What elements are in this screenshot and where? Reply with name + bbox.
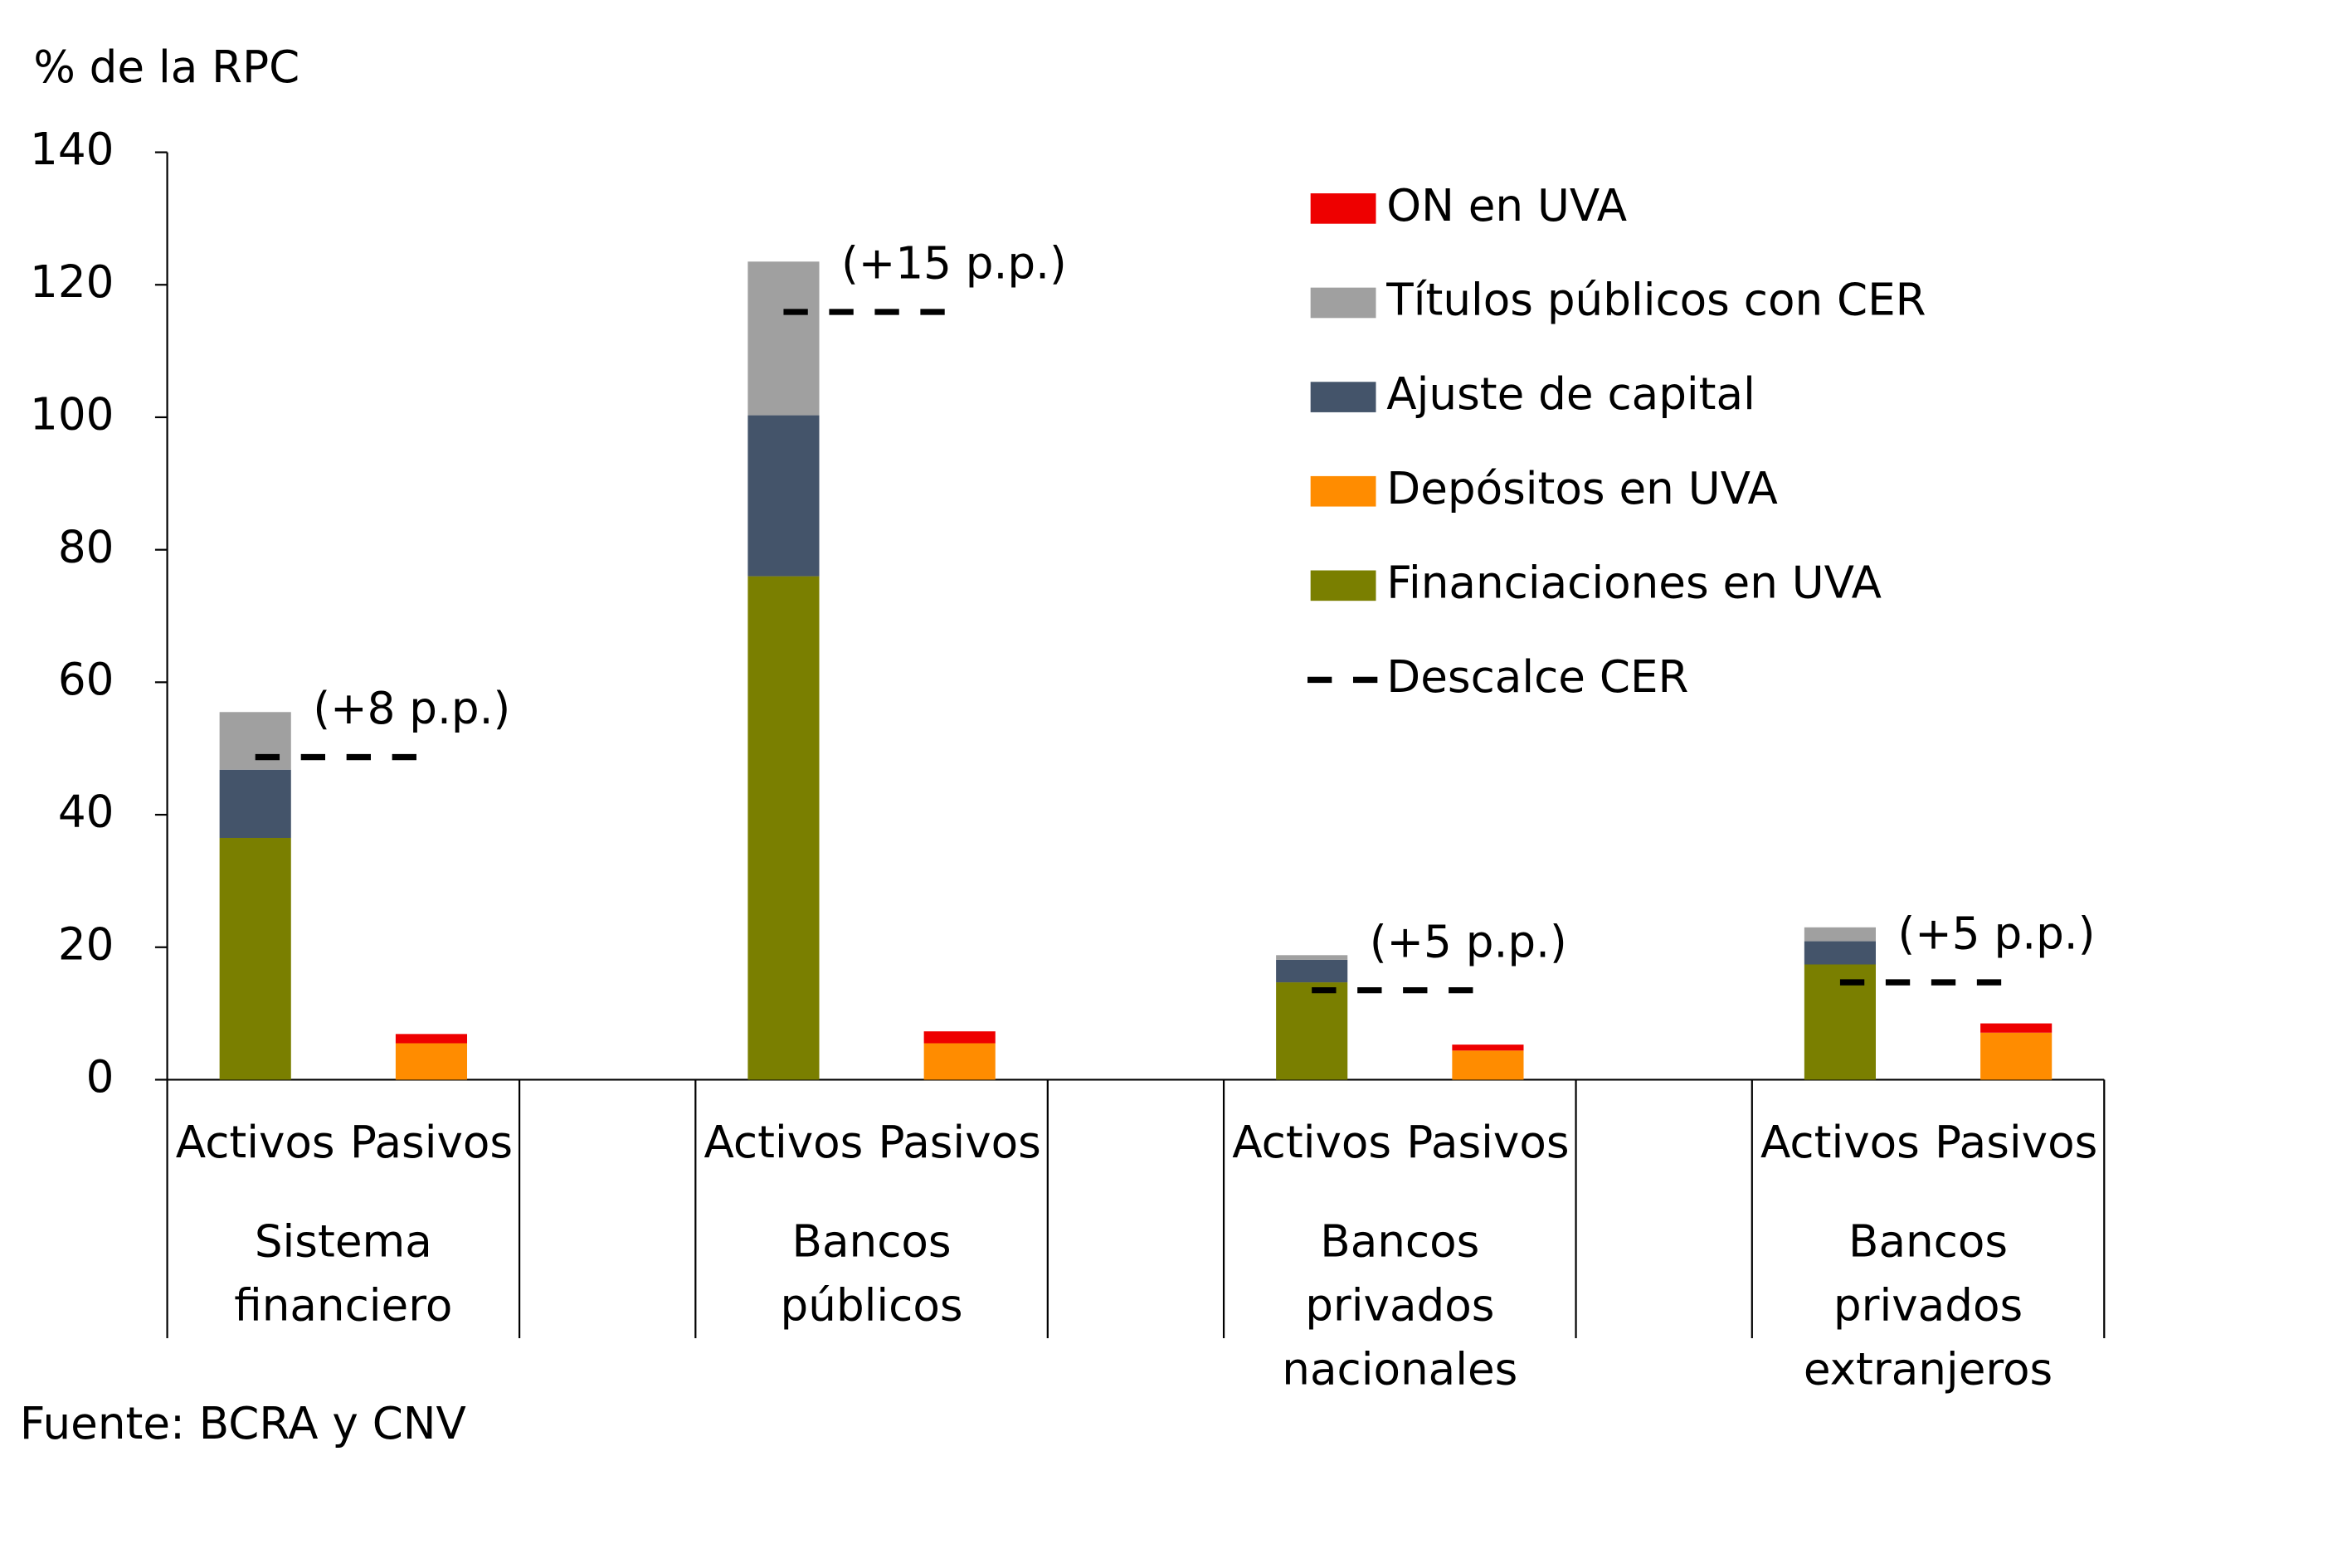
legend-swatch: [1310, 475, 1376, 507]
bar-segment: [1452, 1045, 1524, 1051]
x-tick-label: Pasivos: [1406, 1117, 1569, 1168]
legend-swatch: [1310, 382, 1376, 412]
x-tick-label: Pasivos: [350, 1117, 513, 1168]
y-tick-label: 120: [30, 256, 114, 308]
bar-segment: [1804, 941, 1876, 965]
bar-segment: [1276, 955, 1348, 960]
y-tick-label: 40: [58, 786, 114, 838]
y-tick-label: 60: [58, 654, 114, 705]
legend-label: Títulos públicos con CER: [1385, 275, 1926, 326]
x-tick-label: Pasivos: [1935, 1117, 2097, 1168]
bar-segment: [747, 576, 820, 1080]
bar-segment: [395, 1034, 468, 1044]
legend-label: Ajuste de capital: [1386, 368, 1755, 420]
bar-segment: [1980, 1023, 2053, 1033]
bar-segment: [1276, 982, 1348, 1080]
x-tick-label: Activos: [1232, 1117, 1391, 1168]
bar-segment: [219, 837, 291, 1080]
annotation: (+5 p.p.): [1898, 908, 2096, 960]
x-tick-label: Pasivos: [879, 1117, 1041, 1168]
y-tick-label: 80: [58, 521, 114, 572]
y-tick-label: 0: [86, 1051, 114, 1103]
y-tick-label: 100: [30, 389, 114, 441]
annotation: (+5 p.p.): [1370, 916, 1567, 967]
bar-segment: [219, 712, 291, 770]
bar-segment: [1276, 959, 1348, 983]
legend-swatch: [1310, 287, 1376, 319]
legend-swatch: [1310, 570, 1376, 601]
group-label: Bancos privados extranjeros: [1804, 1215, 2053, 1395]
y-tick-label: 140: [30, 124, 114, 175]
bar-segment: [747, 415, 820, 577]
x-tick-label: Activos: [704, 1117, 864, 1168]
y-tick-label: 20: [58, 918, 114, 970]
bar-segment: [1452, 1050, 1524, 1080]
x-tick-label: Activos: [176, 1117, 335, 1168]
bar-segment: [1804, 927, 1876, 942]
bar-segment: [219, 769, 291, 838]
legend-label: ON en UVA: [1386, 180, 1627, 231]
bar-segment: [747, 261, 820, 416]
annotation: (+15 p.p.): [841, 238, 1067, 290]
group-label: Sistema financiero: [234, 1215, 452, 1331]
bar-segment: [923, 1043, 996, 1080]
group-label: Bancos públicos: [781, 1215, 963, 1331]
legend-swatch: [1310, 193, 1376, 224]
y-axis-label: % de la RPC: [33, 41, 299, 93]
legend-label: Descalce CER: [1386, 651, 1688, 703]
bar-segment: [1980, 1032, 2053, 1080]
legend-label: Financiaciones en UVA: [1386, 557, 1882, 608]
source-note: Fuente: BCRA y CNV: [20, 1398, 466, 1449]
x-tick-label: Activos: [1760, 1117, 1920, 1168]
legend-label: Depósitos en UVA: [1386, 463, 1778, 514]
bar-segment: [1804, 964, 1876, 1080]
annotation: (+8 p.p.): [313, 683, 510, 734]
bar-segment: [395, 1043, 468, 1080]
bar-segment: [923, 1031, 996, 1044]
group-label: Bancos privados nacionales: [1282, 1215, 1517, 1395]
